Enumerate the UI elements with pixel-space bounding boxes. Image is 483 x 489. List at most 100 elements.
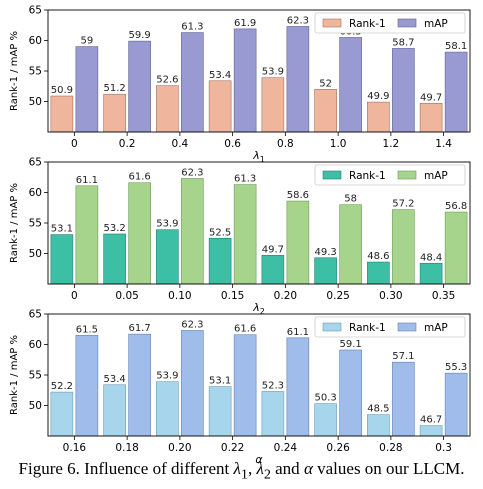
value-label-rank1-2: 51.2 [103,83,125,94]
bar-map-2 [128,333,151,437]
bar-map-1 [75,185,99,285]
value-label-map-1: 61.5 [76,324,98,335]
x-tick-label: 0.6 [224,138,241,150]
legend: Rank-1 mAP [314,164,466,186]
legend-box [314,12,466,34]
bar-map-4 [233,28,257,133]
value-label-rank1-1: 50.9 [51,85,73,96]
bar-map-5 [286,337,310,437]
bar-map-8 [444,51,468,133]
bar-rank1-8 [419,425,443,437]
caption-lambda2-symbol: λ [256,459,264,478]
value-label-map-7: 57.1 [392,351,414,362]
value-label-rank1-1: 52.2 [51,381,73,392]
x-axis-symbol: λ [252,301,260,314]
bar-rank1-4 [208,237,232,285]
bar-rank1-1 [50,95,74,133]
caption-suffix: values on our LLCM. [312,459,465,478]
bar-map-2 [128,182,151,285]
bar-map-5 [286,200,310,285]
y-tick-label: 55 [29,66,42,78]
x-tick-label: 0.25 [326,290,349,302]
bar-map-4 [233,184,257,285]
bar-rank1-7 [367,261,390,285]
value-label-rank1-2: 53.4 [103,374,125,385]
value-label-rank1-4: 53.4 [209,70,231,81]
y-axis-label: Rank-1 / mAP % [9,335,20,415]
bar-rank1-6 [314,89,337,133]
value-label-map-1: 59 [81,36,94,47]
caption-prefix: Figure 6. Influence of different [18,459,234,478]
bar-rank1-3 [156,85,179,133]
y-tick-label: 65 [29,309,42,321]
bar-rank1-1 [50,391,74,437]
bar-map-7 [392,209,415,285]
y-tick-label: 50 [29,96,42,108]
y-tick-label: 55 [29,218,42,230]
value-label-map-3: 61.3 [181,22,203,33]
caption-lambda1-subscript: 1 [240,466,248,483]
value-label-rank1-5: 49.7 [262,244,284,255]
x-tick-label: 0.20 [168,442,191,454]
chart-panel-1: 50.9 51.2 52.6 53.4 53.9 52 49.9 49.7 59 59.9 61.3… [9,5,471,164]
bar-map-3 [181,178,204,285]
bar-rank1-4 [208,386,232,437]
bar-map-4 [233,334,257,437]
bar-rank1-6 [314,257,337,285]
caption-lambda1-symbol: λ [233,459,241,478]
value-label-map-4: 61.3 [234,174,256,185]
x-tick-label: 0.2 [119,138,136,150]
legend-swatch-rank1 [322,18,342,28]
value-label-rank1-8: 48.4 [420,252,442,263]
caption-alpha-symbol: α [303,459,313,478]
legend-label-map: mAP [424,170,448,182]
x-tick-label: 0.16 [63,442,87,454]
value-label-rank1-7: 48.5 [367,404,389,415]
value-label-rank1-3: 52.6 [156,75,178,86]
y-axis-label: Rank-1 / mAP % [9,183,20,263]
x-tick-label: 0.35 [432,290,455,302]
legend-swatch-map [397,322,417,332]
legend-label-map: mAP [424,322,448,334]
bar-map-3 [181,32,204,133]
x-tick-label: 0.20 [274,290,297,302]
legend-label-rank1: Rank-1 [349,170,386,182]
value-label-map-8: 58.1 [445,41,467,52]
value-label-rank1-8: 46.7 [420,415,442,426]
legend-label-rank1: Rank-1 [349,18,386,30]
bar-rank1-2 [103,93,126,133]
x-tick-label: 0.22 [221,442,244,454]
value-label-map-5: 58.6 [287,190,309,201]
bar-rank1-4 [208,80,232,133]
x-axis-symbol: λ [252,149,260,162]
caption-lambda2-subscript: 2 [263,466,271,483]
x-tick-label: 0.24 [274,442,298,454]
value-label-map-2: 61.6 [128,172,150,183]
value-label-rank1-5: 52.3 [262,380,284,391]
value-label-map-6: 58 [344,194,357,205]
bar-map-6 [339,204,362,285]
value-label-map-3: 62.3 [181,167,203,178]
legend-box [314,316,466,338]
legend-swatch-map [397,18,417,28]
y-tick-label: 65 [29,5,42,17]
bar-map-6 [339,37,362,133]
value-label-rank1-4: 53.1 [209,376,231,387]
value-label-map-1: 61.1 [76,175,98,186]
chart-panel-3: 52.2 53.4 53.9 53.1 52.3 50.3 48.5 46.7 61.5 61.7… [9,309,471,466]
caption-separator-2: and [270,459,304,478]
bar-map-5 [286,26,310,133]
value-label-map-2: 61.7 [128,323,150,334]
bar-rank1-7 [367,101,390,133]
x-axis-label: λ1 [252,149,265,164]
x-tick-label: 0 [71,290,78,302]
bar-rank1-3 [156,381,179,437]
x-tick-label: 1.0 [330,138,347,150]
value-label-rank1-4: 52.5 [209,227,231,238]
bar-rank1-8 [419,262,443,285]
legend-label-map: mAP [424,18,448,30]
x-tick-label: 0 [71,138,78,150]
value-label-rank1-5: 53.9 [262,67,284,78]
value-label-map-4: 61.6 [234,324,256,335]
value-label-map-8: 55.3 [445,362,467,373]
